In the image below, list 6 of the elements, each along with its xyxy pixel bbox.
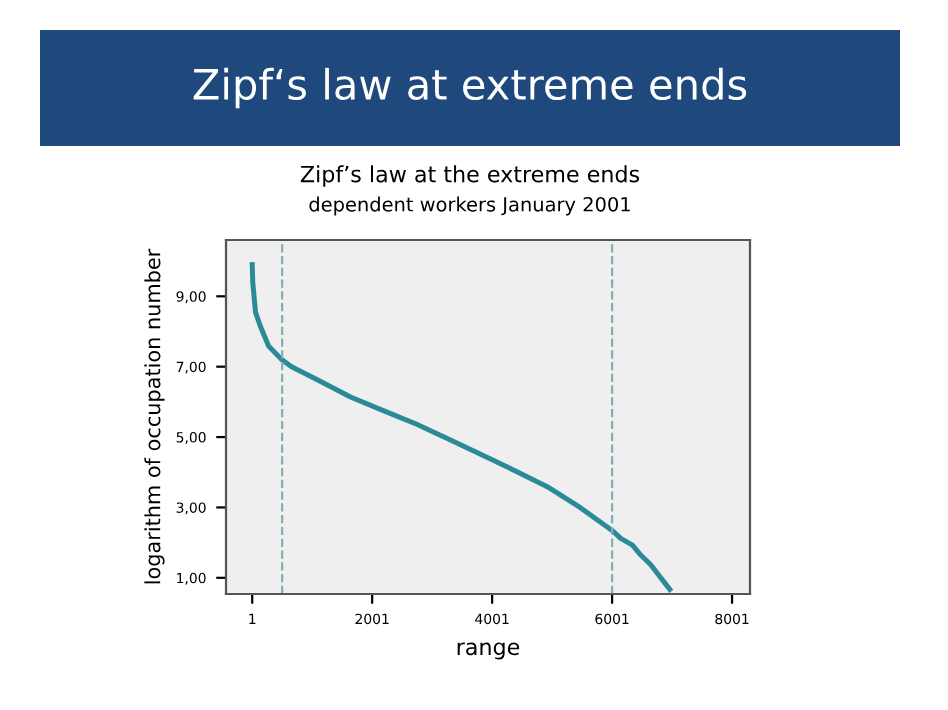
x-axis-title: range	[457, 642, 520, 660]
y-axis-title: logarithm of occupation number	[144, 248, 165, 584]
text: dependent workers January 2001	[309, 196, 630, 216]
chart-title: Zipf‘s law at extreme ends	[193, 67, 747, 109]
chart-subtitle: Zipf’s law at the extreme ends	[300, 165, 640, 187]
line-series	[249, 262, 673, 592]
